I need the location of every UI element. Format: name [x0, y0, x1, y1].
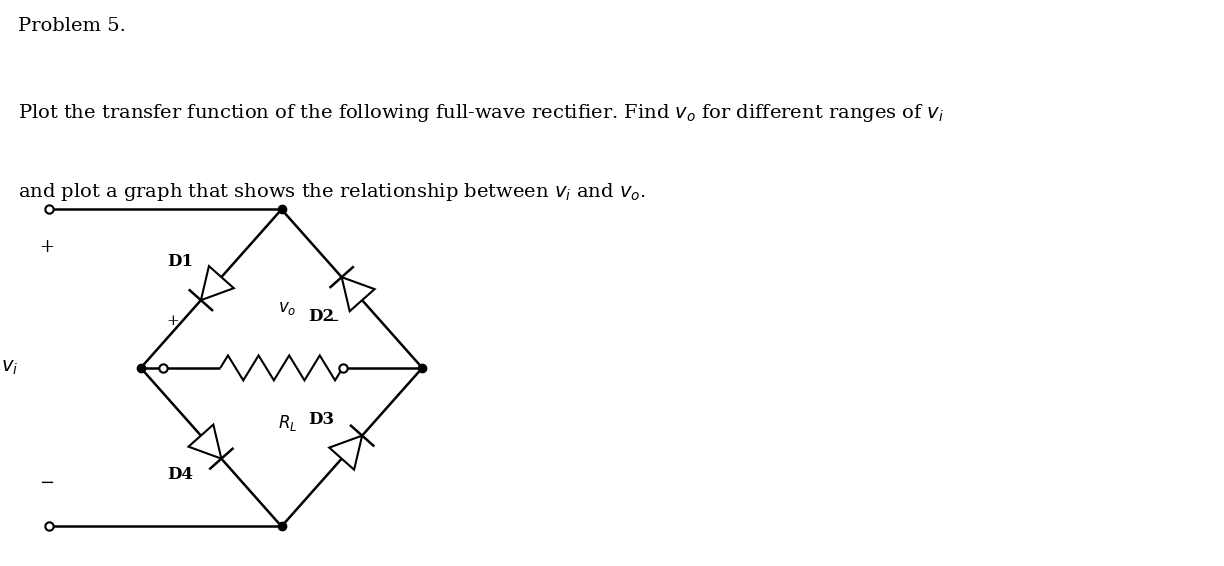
Polygon shape — [188, 424, 222, 458]
Text: Plot the transfer function of the following full-wave rectifier. Find $v_o$ for : Plot the transfer function of the follow… — [18, 102, 945, 124]
Polygon shape — [201, 266, 234, 300]
Polygon shape — [341, 277, 375, 311]
Text: −: − — [39, 474, 54, 492]
Text: $R_L$: $R_L$ — [278, 413, 297, 433]
Text: $v_o$: $v_o$ — [278, 300, 297, 317]
Text: $v_i$: $v_i$ — [1, 359, 18, 377]
Text: +: + — [166, 314, 179, 328]
Text: and plot a graph that shows the relationship between $v_i$ and $v_o$.: and plot a graph that shows the relation… — [18, 181, 646, 203]
Text: D2: D2 — [307, 308, 334, 325]
Polygon shape — [329, 436, 362, 470]
Text: D1: D1 — [166, 252, 193, 269]
Text: D3: D3 — [307, 411, 334, 428]
Text: D4: D4 — [166, 466, 193, 483]
Text: +: + — [39, 238, 54, 256]
Text: −: − — [327, 314, 339, 328]
Text: Problem 5.: Problem 5. — [18, 17, 126, 35]
